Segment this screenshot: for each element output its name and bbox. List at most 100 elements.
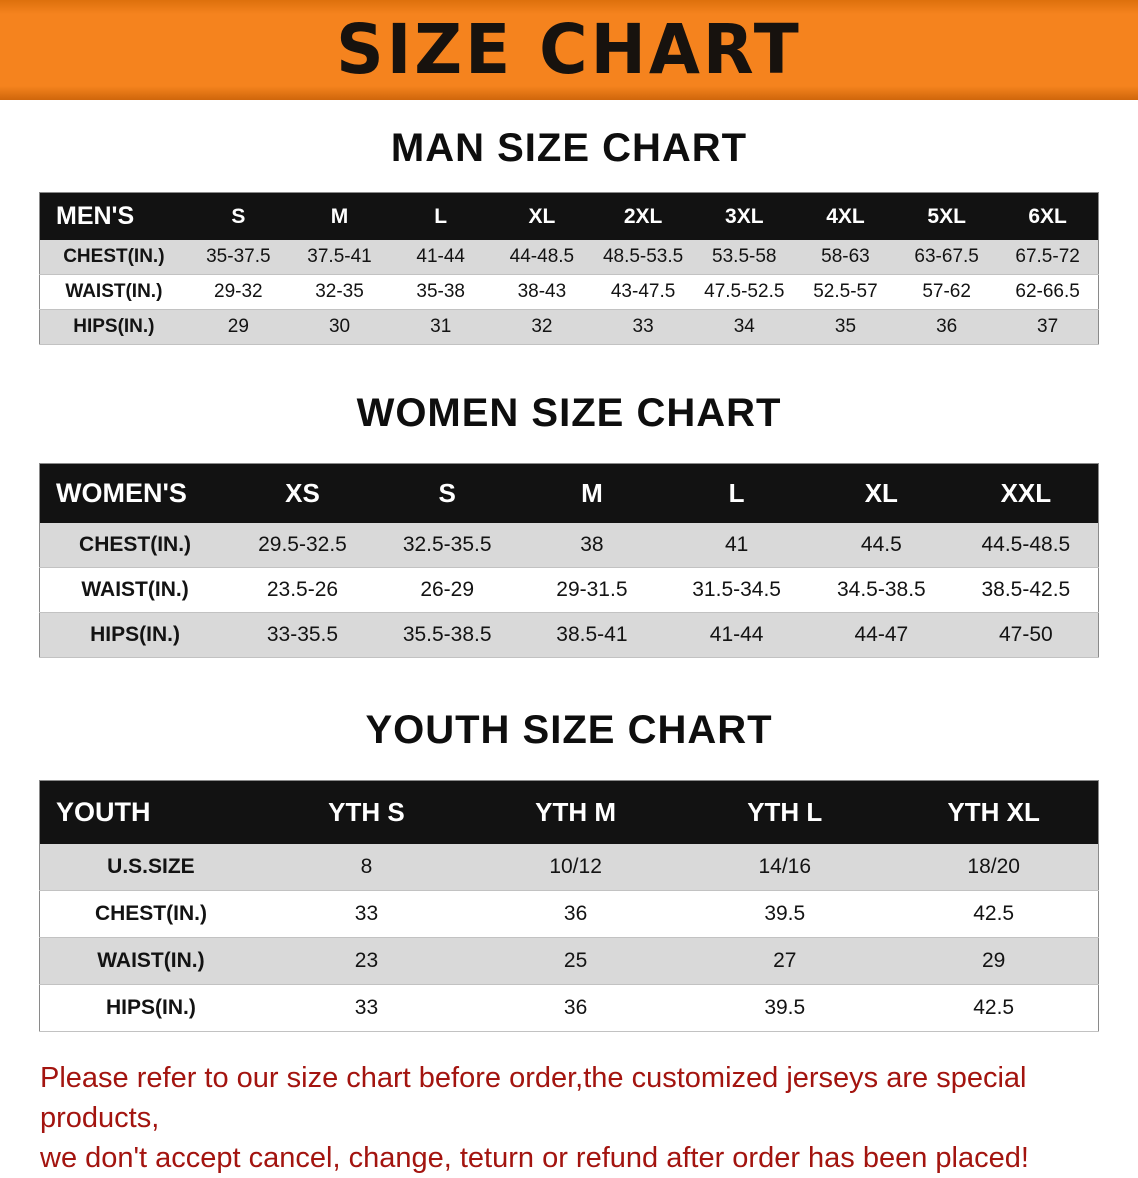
measurement-value: 47.5-52.5: [693, 274, 795, 310]
measurement-value: 36: [896, 309, 998, 345]
size-column-header: XL: [491, 192, 593, 240]
measurement-row-label: CHEST(IN.): [39, 523, 231, 568]
measurement-value: 35-38: [390, 274, 492, 310]
measurement-value: 41: [664, 523, 809, 568]
measurement-value: 10/12: [471, 844, 681, 891]
measurement-value: 34.5-38.5: [808, 567, 954, 613]
measurement-value: 35: [794, 309, 897, 345]
measurement-value: 44.5: [808, 523, 954, 568]
size-column-header: S: [374, 463, 520, 523]
measurement-value: 62-66.5: [997, 274, 1099, 310]
measurement-value: 32-35: [288, 274, 391, 310]
measurement-value: 38.5-41: [519, 612, 665, 658]
disclaimer-line-2: we don't accept cancel, change, teturn o…: [40, 1142, 1029, 1175]
measurement-row-label: WAIST(IN.): [39, 937, 262, 985]
measurement-row: HIPS(IN.) 33-35.5 35.5-38.5 38.5-41 41-44 44-…: [39, 612, 1099, 658]
measurement-value: 33: [592, 309, 694, 345]
women-size-table: WOMEN'S XS S M L XL XXL CHEST(IN.) 29.5-32.5 32.5…: [39, 463, 1099, 658]
measurement-value: 29.5-32.5: [230, 523, 375, 568]
measurement-value: 33: [261, 984, 472, 1032]
measurement-value: 30: [288, 309, 391, 345]
measurement-value: 35-37.5: [187, 240, 289, 275]
table-header-row: MEN'S S M L XL 2XL 3XL 4XL 5XL 6XL: [39, 192, 1099, 240]
measurement-value: 43-47.5: [592, 274, 694, 310]
measurement-value: 53.5-58: [693, 240, 795, 275]
banner-title: SIZE CHART: [336, 9, 802, 90]
measurement-row-label: HIPS(IN.): [39, 309, 188, 345]
measurement-row-label: WAIST(IN.): [39, 274, 188, 310]
measurement-value: 48.5-53.5: [592, 240, 694, 275]
measurement-value: 38.5-42.5: [953, 567, 1099, 613]
measurement-value: 41-44: [664, 612, 809, 658]
men-size-table: MEN'S S M L XL 2XL 3XL 4XL 5XL 6XL CHEST(IN.) 35-37…: [39, 192, 1099, 345]
measurement-value: 32: [491, 309, 593, 345]
size-column-header: 6XL: [997, 192, 1099, 240]
measurement-row: WAIST(IN.) 23 25 27 29: [39, 937, 1099, 985]
measurement-value: 44.5-48.5: [953, 523, 1099, 568]
measurement-value: 31: [390, 309, 492, 345]
size-column-header: XXL: [953, 463, 1099, 523]
size-column-header: L: [664, 463, 809, 523]
size-column-header: YTH M: [471, 780, 681, 844]
size-column-header: M: [519, 463, 665, 523]
measurement-value: 36: [471, 984, 681, 1032]
measurement-value: 37: [997, 309, 1099, 345]
measurement-value: 33: [261, 890, 472, 938]
disclaimer: Please refer to our size chart before or…: [40, 1058, 1108, 1178]
table-category-label: YOUTH: [39, 780, 262, 844]
size-column-header: 2XL: [592, 192, 694, 240]
measurement-value: 57-62: [896, 274, 998, 310]
measurement-value: 29-32: [187, 274, 289, 310]
measurement-row-label: HIPS(IN.): [39, 612, 231, 658]
measurement-value: 42.5: [889, 890, 1099, 938]
measurement-row: U.S.SIZE 8 10/12 14/16 18/20: [39, 844, 1099, 891]
measurement-value: 52.5-57: [794, 274, 897, 310]
men-chart-heading: MAN SIZE CHART: [390, 126, 748, 170]
measurement-value: 39.5: [680, 984, 890, 1032]
size-column-header: 4XL: [794, 192, 897, 240]
measurement-value: 8: [261, 844, 472, 891]
measurement-value: 29: [187, 309, 289, 345]
measurement-row-label: HIPS(IN.): [39, 984, 262, 1032]
table-category-label: WOMEN'S: [39, 463, 231, 523]
measurement-value: 44-47: [808, 612, 954, 658]
measurement-row: CHEST(IN.) 35-37.5 37.5-41 41-44 44-48.5 48.5…: [39, 240, 1099, 275]
measurement-row: CHEST(IN.) 33 36 39.5 42.5: [39, 890, 1099, 938]
size-column-header: M: [288, 192, 391, 240]
banner: SIZE CHART: [0, 0, 1138, 100]
youth-size-table: YOUTH YTH S YTH M YTH L YTH XL U.S.SIZE 8 10/12…: [39, 780, 1099, 1032]
table-category-label: MEN'S: [39, 192, 188, 240]
measurement-row: CHEST(IN.) 29.5-32.5 32.5-35.5 38 41 44.5 44.5…: [39, 523, 1099, 568]
size-column-header: YTH L: [680, 780, 890, 844]
measurement-value: 23.5-26: [230, 567, 375, 613]
measurement-value: 32.5-35.5: [374, 523, 520, 568]
size-column-header: YTH XL: [889, 780, 1099, 844]
measurement-row-label: CHEST(IN.): [39, 890, 262, 938]
measurement-value: 26-29: [374, 567, 520, 613]
measurement-row-label: CHEST(IN.): [39, 240, 188, 275]
size-column-header: YTH S: [261, 780, 472, 844]
youth-chart-heading: YOUTH SIZE CHART: [365, 708, 773, 752]
size-column-header: 5XL: [896, 192, 998, 240]
disclaimer-line-1: Please refer to our size chart before or…: [40, 1062, 1027, 1135]
measurement-value: 34: [693, 309, 795, 345]
table-header-row: YOUTH YTH S YTH M YTH L YTH XL: [39, 780, 1099, 844]
measurement-value: 25: [471, 937, 681, 985]
measurement-value: 27: [680, 937, 890, 985]
measurement-value: 42.5: [889, 984, 1099, 1032]
measurement-value: 39.5: [680, 890, 890, 938]
measurement-value: 14/16: [680, 844, 890, 891]
measurement-value: 47-50: [953, 612, 1099, 658]
measurement-value: 44-48.5: [491, 240, 593, 275]
size-column-header: L: [390, 192, 492, 240]
measurement-value: 29: [889, 937, 1099, 985]
measurement-value: 58-63: [794, 240, 897, 275]
measurement-value: 33-35.5: [230, 612, 375, 658]
measurement-value: 36: [471, 890, 681, 938]
women-chart-heading: WOMEN SIZE CHART: [356, 391, 782, 435]
measurement-value: 23: [261, 937, 472, 985]
measurement-row: WAIST(IN.) 23.5-26 26-29 29-31.5 31.5-34.5 34…: [39, 567, 1099, 613]
size-column-header: 3XL: [693, 192, 795, 240]
measurement-value: 31.5-34.5: [664, 567, 809, 613]
